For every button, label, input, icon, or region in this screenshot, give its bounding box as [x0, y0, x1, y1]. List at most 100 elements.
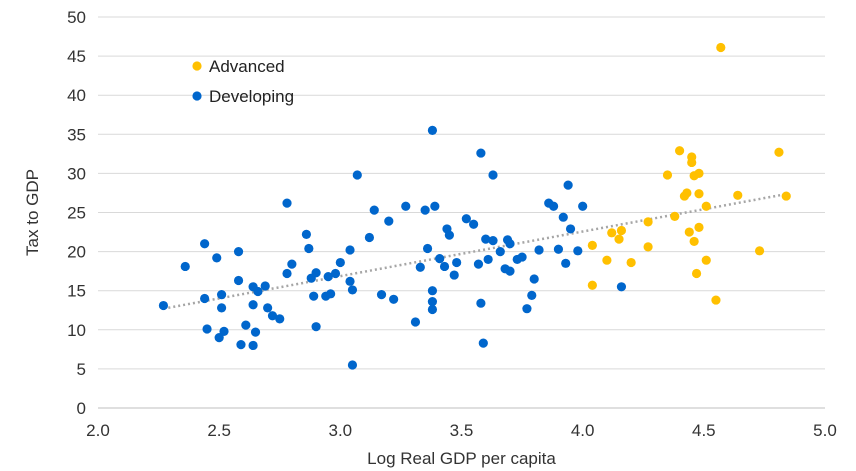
data-point-advanced	[643, 217, 653, 227]
data-point-developing	[401, 201, 411, 211]
data-point-developing	[505, 239, 515, 249]
data-point-developing	[323, 272, 333, 282]
y-tick-label: 5	[77, 360, 86, 379]
data-point-advanced	[781, 191, 791, 201]
data-point-developing	[517, 252, 527, 262]
data-point-developing	[505, 266, 515, 276]
data-point-advanced	[701, 255, 711, 265]
y-tick-label: 20	[67, 243, 86, 262]
data-point-developing	[488, 236, 498, 246]
data-point-developing	[236, 340, 246, 350]
data-point-developing	[241, 320, 251, 330]
data-point-developing	[216, 290, 227, 300]
data-point-developing	[347, 285, 358, 295]
data-point-developing	[326, 289, 336, 299]
y-tick-label: 25	[67, 204, 86, 223]
data-point-developing	[248, 300, 258, 310]
data-point-developing	[449, 270, 459, 280]
data-point-developing	[311, 322, 321, 332]
data-point-advanced	[684, 227, 694, 237]
data-point-developing	[561, 258, 571, 268]
legend: Advanced Developing	[192, 57, 294, 106]
data-point-developing	[282, 268, 292, 279]
data-point-developing	[427, 125, 438, 135]
y-tick-label: 50	[67, 8, 86, 27]
data-point-developing	[527, 290, 537, 300]
data-point-advanced	[616, 225, 627, 236]
data-point-developing	[345, 245, 355, 255]
data-point-advanced	[733, 190, 743, 200]
data-point-developing	[253, 286, 263, 297]
data-point-developing	[352, 170, 362, 180]
data-point-developing	[473, 259, 484, 269]
data-point-developing	[309, 291, 319, 301]
data-point-advanced	[607, 228, 617, 238]
data-point-developing	[452, 257, 462, 268]
data-point-developing	[260, 281, 270, 291]
data-point-developing	[200, 239, 210, 249]
data-point-developing	[430, 201, 440, 211]
data-point-advanced	[587, 240, 597, 250]
y-tick-label: 0	[77, 399, 86, 418]
data-point-developing	[427, 304, 438, 315]
data-point-developing	[616, 282, 627, 292]
data-point-developing	[287, 259, 297, 269]
data-point-developing	[444, 230, 454, 240]
data-point-advanced	[670, 211, 680, 222]
data-point-developing	[469, 219, 479, 229]
data-point-developing	[347, 360, 358, 370]
data-point-advanced	[687, 157, 697, 168]
data-point-developing	[202, 324, 212, 334]
data-point-developing	[216, 303, 227, 313]
data-point-developing	[558, 212, 568, 222]
x-tick-label: 3.5	[450, 421, 474, 440]
data-point-developing	[563, 180, 573, 190]
data-point-advanced	[774, 147, 784, 157]
data-point-developing	[488, 170, 498, 180]
data-point-developing	[248, 340, 258, 351]
y-tick-label: 45	[67, 47, 86, 66]
data-point-developing	[529, 274, 539, 284]
y-axis-ticks: 0 5 10 15 20 25 30 35 40 45 50	[67, 8, 86, 418]
data-point-advanced	[626, 257, 636, 268]
x-tick-label: 4.0	[571, 421, 595, 440]
y-tick-label: 10	[67, 321, 86, 340]
data-point-advanced	[662, 170, 673, 180]
data-point-developing	[427, 286, 438, 296]
legend-label-advanced: Advanced	[209, 57, 285, 76]
x-tick-label: 5.0	[813, 421, 837, 440]
data-points	[158, 42, 791, 370]
data-point-advanced	[587, 280, 597, 290]
data-point-advanced	[689, 236, 699, 247]
data-point-developing	[478, 338, 488, 348]
data-point-advanced	[694, 168, 704, 178]
y-tick-label: 15	[67, 282, 86, 301]
data-point-developing	[565, 224, 576, 234]
data-point-developing	[384, 216, 394, 226]
data-point-developing	[214, 333, 224, 343]
data-point-developing	[304, 243, 314, 254]
y-tick-label: 40	[67, 86, 86, 105]
data-point-developing	[481, 234, 491, 244]
data-point-advanced	[754, 246, 765, 256]
data-point-developing	[200, 293, 210, 304]
data-point-advanced	[675, 146, 685, 156]
data-point-developing	[267, 311, 278, 321]
data-point-developing	[483, 254, 493, 265]
data-point-developing	[330, 268, 341, 279]
data-point-developing	[389, 294, 399, 304]
x-tick-label: 2.0	[86, 421, 110, 440]
data-point-developing	[180, 261, 190, 272]
data-point-advanced	[694, 222, 704, 232]
data-point-developing	[376, 290, 387, 300]
data-point-developing	[420, 205, 430, 215]
data-point-advanced	[691, 268, 702, 279]
data-point-developing	[534, 245, 544, 255]
data-point-developing	[212, 253, 222, 263]
data-point-developing	[364, 232, 375, 243]
legend-label-developing: Developing	[209, 87, 294, 106]
data-point-developing	[275, 314, 285, 324]
data-point-developing	[369, 205, 379, 215]
data-point-developing	[233, 247, 244, 257]
